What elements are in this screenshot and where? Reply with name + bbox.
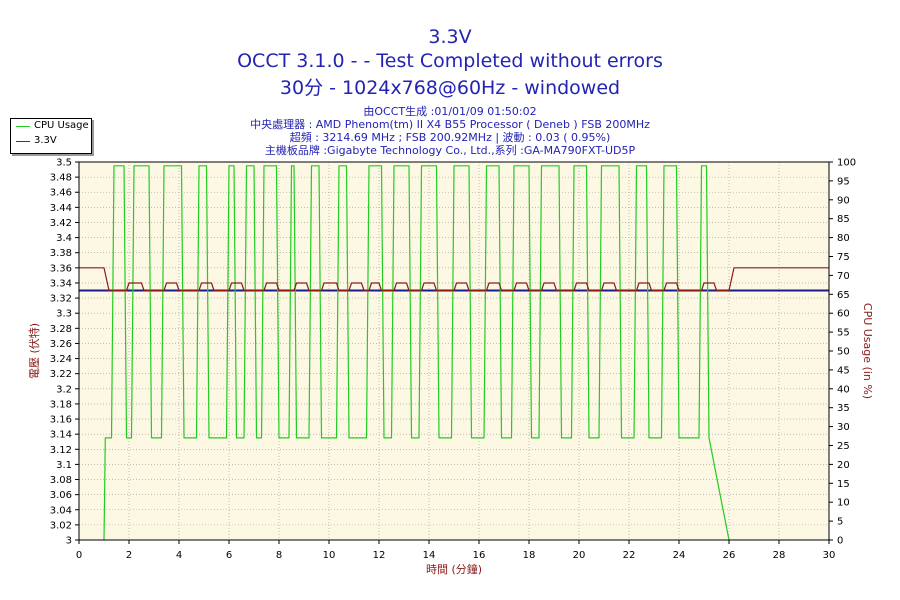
y-tick-label-right: 95: [837, 176, 850, 187]
x-tick-label: 30: [823, 550, 836, 561]
y-tick-label-left: 3.02: [50, 520, 72, 531]
legend-swatch-3v3: [16, 141, 30, 142]
x-tick-label: 26: [723, 550, 736, 561]
legend-item-cpu-usage: CPU Usage: [11, 119, 91, 134]
y-tick-label-right: 50: [837, 347, 850, 358]
x-axis-label: 時間 (分鐘): [426, 562, 482, 576]
y-tick-label-left: 3.04: [50, 505, 72, 516]
x-tick-label: 20: [573, 550, 586, 561]
info-cpu: 中央處理器 : AMD Phenom(tm) II X4 B55 Process…: [250, 118, 650, 131]
x-tick-label: 14: [423, 550, 436, 561]
y-tick-label-left: 3.4: [56, 233, 72, 244]
y-tick-label-right: 0: [837, 536, 843, 547]
x-tick-label: 28: [773, 550, 786, 561]
y-tick-label-right: 55: [837, 328, 850, 339]
series-line-cpu-usage: [103, 165, 730, 541]
chart-subtitle-1: OCCT 3.1.0 - - Test Completed without er…: [237, 50, 663, 72]
y-tick-label-left: 3.38: [50, 248, 72, 259]
x-tick-label: 6: [226, 550, 232, 561]
y-tick-label-left: 3.36: [50, 263, 72, 274]
y-tick-label-left: 3.2: [56, 384, 72, 395]
y-tick-label-left: 3: [66, 536, 72, 547]
series-line-3v3: [79, 267, 829, 292]
y-tick-label-right: 35: [837, 403, 850, 414]
x-tick-label: 2: [126, 550, 132, 561]
y-tick-label-left: 3.42: [50, 218, 72, 229]
y-tick-label-left: 3.22: [50, 369, 72, 380]
x-tick-label: 18: [523, 550, 536, 561]
legend-label-cpu-usage: CPU Usage: [34, 120, 89, 131]
legend-item-3v3: 3.3V: [11, 134, 91, 149]
x-tick-label: 16: [473, 550, 486, 561]
info-generated: 由OCCT生成 :01/01/09 01:50:02: [363, 105, 537, 118]
x-tick-label: 22: [623, 550, 636, 561]
x-tick-label: 4: [176, 550, 182, 561]
y-tick-label-right: 45: [837, 365, 850, 376]
chart-title: 3.3V: [428, 26, 472, 48]
y-tick-label-right: 15: [837, 479, 850, 490]
y-tick-label-left: 3.44: [50, 203, 72, 214]
y-tick-label-right: 85: [837, 214, 850, 225]
y-axis-label-right: CPU Usage (in %): [861, 303, 874, 399]
y-tick-label-right: 100: [837, 158, 856, 169]
y-tick-label-left: 3.14: [50, 430, 72, 441]
legend-swatch-cpu-usage: [16, 126, 30, 127]
x-tick-label: 0: [76, 550, 82, 561]
legend: CPU Usage 3.3V: [10, 118, 92, 154]
y-tick-label-left: 3.32: [50, 294, 72, 305]
y-tick-label-right: 65: [837, 290, 850, 301]
y-tick-label-right: 60: [837, 309, 850, 320]
y-tick-label-left: 3.34: [50, 278, 72, 289]
plot-frame: [78, 161, 830, 541]
y-tick-label-right: 20: [837, 460, 850, 471]
chart-subtitle-2: 30分 - 1024x768@60Hz - windowed: [279, 77, 621, 99]
y-tick-label-right: 10: [837, 498, 850, 509]
x-tick-label: 8: [276, 550, 282, 561]
y-axis-label-left: 電壓 (伏特): [27, 323, 41, 379]
y-tick-label-left: 3.3: [56, 309, 72, 320]
y-tick-label-right: 25: [837, 441, 850, 452]
y-tick-label-left: 3.24: [50, 354, 72, 365]
y-tick-label-left: 3.5: [56, 158, 72, 169]
info-overclock: 超頻 : 3214.69 MHz ; FSB 200.92MHz | 波動 : …: [289, 131, 611, 144]
info-motherboard: 主機板品牌 :Gigabyte Technology Co., Ltd.,系列 …: [264, 144, 636, 157]
y-tick-label-left: 3.46: [50, 188, 72, 199]
y-tick-label-left: 3.26: [50, 339, 72, 350]
y-tick-label-left: 3.18: [50, 399, 72, 410]
y-tick-label-left: 3.16: [50, 415, 72, 426]
y-tick-label-right: 80: [837, 233, 850, 244]
y-tick-label-right: 70: [837, 271, 850, 282]
y-tick-label-right: 90: [837, 195, 850, 206]
y-tick-label-left: 3.1: [56, 460, 72, 471]
y-tick-label-left: 3.48: [50, 173, 72, 184]
y-tick-label-left: 3.12: [50, 445, 72, 456]
y-tick-label-left: 3.08: [50, 475, 72, 486]
y-tick-label-left: 3.28: [50, 324, 72, 335]
y-tick-label-right: 30: [837, 422, 850, 433]
legend-label-3v3: 3.3V: [34, 135, 57, 146]
x-tick-label: 10: [323, 550, 336, 561]
y-tick-label-right: 40: [837, 384, 850, 395]
x-tick-label: 24: [673, 550, 686, 561]
x-tick-label: 12: [373, 550, 386, 561]
y-tick-label-right: 75: [837, 252, 850, 263]
y-tick-label-right: 5: [837, 517, 843, 528]
y-tick-label-left: 3.06: [50, 490, 72, 501]
